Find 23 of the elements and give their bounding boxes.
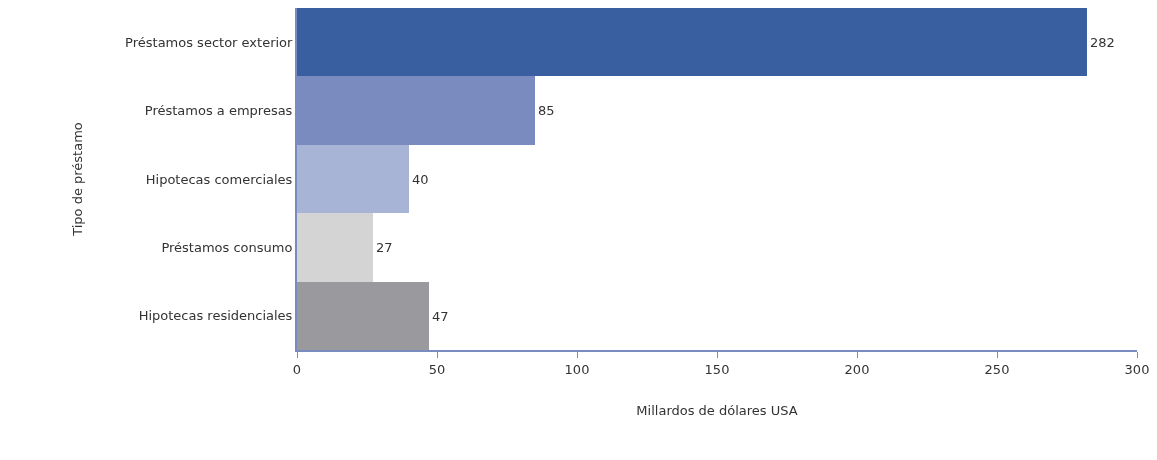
y-tick-label: Préstamos sector exterior	[125, 34, 294, 50]
x-tick-label: 150	[704, 361, 730, 377]
x-axis-title: Millardos de dólares USA	[636, 402, 798, 418]
data-label: 40	[412, 171, 429, 187]
x-tick-label: 50	[428, 361, 446, 377]
y-axis-title: Tipo de préstamo	[69, 122, 85, 237]
bar	[297, 213, 373, 282]
y-tick-label: Hipotecas residenciales	[138, 308, 293, 324]
x-tick-label: 0	[292, 361, 302, 377]
data-label: 85	[538, 103, 555, 118]
data-label: 47	[432, 308, 449, 324]
y-tick-label: Hipotecas comerciales	[145, 171, 293, 187]
bar	[297, 8, 1087, 76]
bar	[297, 282, 429, 350]
bar	[297, 145, 409, 213]
x-tick-label: 100	[564, 361, 590, 377]
data-label: 282	[1090, 34, 1115, 50]
x-tick-label: 300	[1124, 361, 1150, 377]
y-tick-label: Préstamos consumo	[161, 239, 293, 255]
x-tick-label: 200	[844, 361, 870, 377]
y-tick-label: Préstamos a empresas	[144, 103, 293, 119]
x-tick-label: 250	[984, 361, 1010, 377]
data-label: 27	[376, 240, 393, 255]
